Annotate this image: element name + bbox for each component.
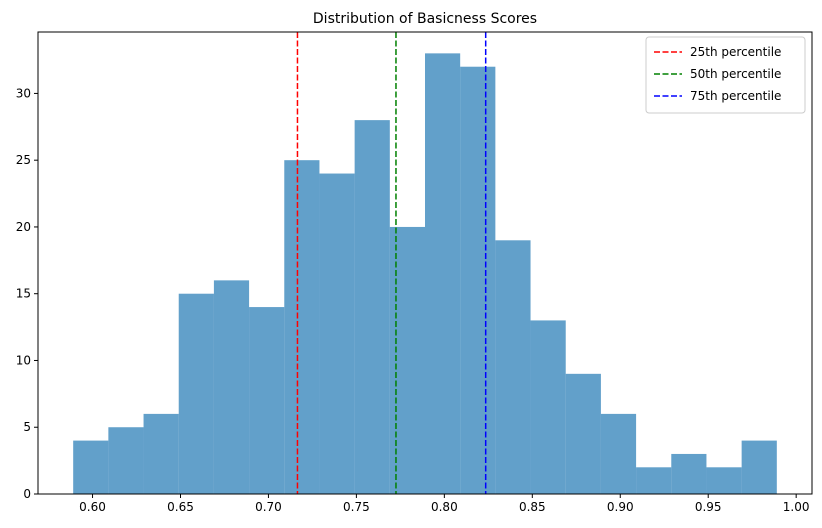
histogram-bar bbox=[354, 120, 390, 494]
histogram-bar bbox=[284, 160, 320, 494]
histogram-bars bbox=[73, 53, 777, 494]
histogram-bar bbox=[671, 453, 707, 494]
percentile-lines bbox=[296, 32, 487, 494]
x-tick-label: 0.90 bbox=[607, 500, 634, 514]
histogram-bar bbox=[425, 53, 461, 494]
histogram-bar bbox=[741, 440, 777, 494]
x-tick-label: 0.80 bbox=[431, 500, 458, 514]
x-axis: 0.60 0.65 0.70 0.75 0.80 0.85 0.90 0.95 1.00 bbox=[79, 494, 810, 514]
histogram-bar bbox=[636, 467, 672, 494]
histogram-bar bbox=[389, 226, 425, 494]
histogram-bar bbox=[213, 280, 250, 494]
histogram-bar bbox=[706, 467, 742, 494]
y-tick-label: 5 bbox=[23, 420, 31, 434]
histogram-bar bbox=[565, 373, 601, 494]
histogram-bar bbox=[530, 320, 566, 494]
histogram-bar bbox=[600, 413, 637, 494]
histogram-bar bbox=[143, 413, 179, 494]
x-tick-label: 1.00 bbox=[783, 500, 810, 514]
x-tick-label: 0.65 bbox=[167, 500, 194, 514]
x-tick-label: 0.95 bbox=[695, 500, 722, 514]
y-axis: 0 5 10 15 20 25 30 bbox=[16, 86, 38, 501]
y-tick-label: 10 bbox=[16, 353, 31, 367]
histogram-bar bbox=[249, 307, 285, 494]
y-tick-label: 30 bbox=[16, 86, 31, 100]
x-tick-label: 0.75 bbox=[343, 500, 370, 514]
legend-entry: 75th percentile bbox=[690, 89, 781, 103]
legend-entry: 25th percentile bbox=[690, 45, 781, 59]
y-tick-label: 25 bbox=[16, 153, 31, 167]
legend-box bbox=[645, 36, 806, 114]
histogram-bar bbox=[108, 427, 144, 494]
x-tick-label: 0.70 bbox=[255, 500, 282, 514]
y-tick-label: 0 bbox=[23, 487, 31, 501]
y-tick-label: 15 bbox=[16, 287, 31, 301]
chart-title: Distribution of Basicness Scores bbox=[313, 11, 537, 27]
histogram-bar bbox=[460, 66, 496, 494]
x-tick-label: 0.85 bbox=[519, 500, 546, 514]
histogram-bar bbox=[178, 293, 214, 494]
y-tick-label: 20 bbox=[16, 220, 31, 234]
legend-entry: 50th percentile bbox=[690, 67, 781, 81]
histogram-bar bbox=[319, 173, 355, 494]
histogram-bar bbox=[495, 240, 531, 494]
legend: 25th percentile 50th percentile 75th perce… bbox=[645, 36, 806, 114]
axes-frame bbox=[37, 31, 813, 495]
histogram-bar bbox=[73, 440, 109, 494]
x-tick-label: 0.60 bbox=[79, 500, 106, 514]
